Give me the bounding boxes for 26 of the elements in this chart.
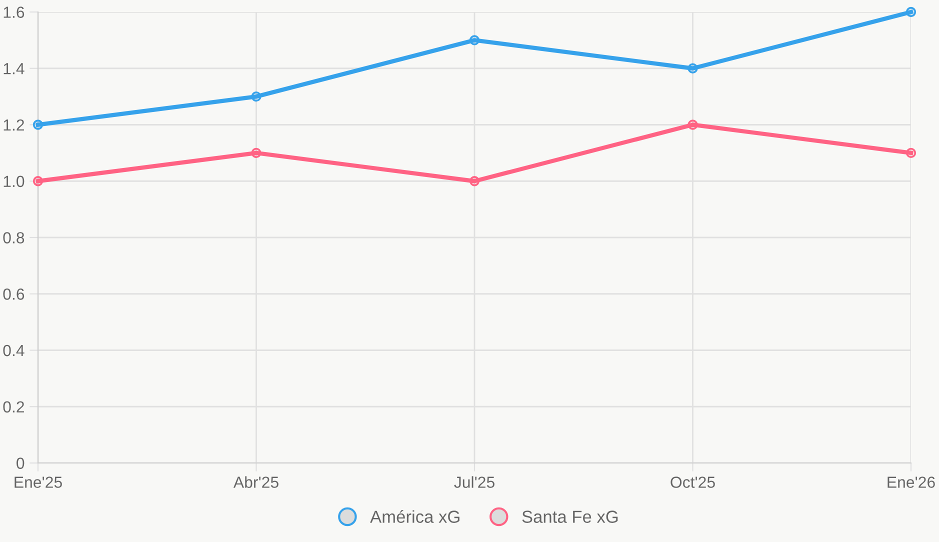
y-tick-label: 0.6 bbox=[3, 288, 24, 300]
x-tick-label: Oct'25 bbox=[670, 476, 715, 488]
x-tick-label: Jul'25 bbox=[454, 476, 494, 488]
point bbox=[688, 63, 698, 74]
y-tick-label: 0 bbox=[16, 458, 24, 469]
y-tick-label: 0.2 bbox=[3, 401, 24, 413]
y-tick-label: 1.0 bbox=[4, 176, 24, 188]
point bbox=[469, 35, 480, 46]
point bbox=[32, 176, 44, 186]
y-tick-label: 1.4 bbox=[4, 63, 24, 74]
y-tick-label: 0.8 bbox=[3, 232, 24, 244]
x-tick-label: Ene'25 bbox=[14, 476, 62, 488]
point bbox=[251, 91, 262, 102]
x-tick-label: Ene'26 bbox=[888, 476, 935, 488]
y-tick-label: 0.4 bbox=[3, 344, 24, 356]
point bbox=[32, 120, 44, 130]
x-tick-label: Abr'25 bbox=[233, 476, 278, 488]
point bbox=[251, 148, 262, 158]
legend-label: América xG bbox=[370, 510, 460, 523]
point bbox=[906, 6, 916, 18]
point bbox=[469, 176, 480, 186]
point bbox=[906, 148, 916, 158]
legend-label: Santa Fe xG bbox=[522, 510, 618, 523]
y-tick-label: 1.2 bbox=[4, 119, 24, 131]
point bbox=[688, 120, 698, 130]
y-tick-label: 1.6 bbox=[4, 6, 24, 18]
